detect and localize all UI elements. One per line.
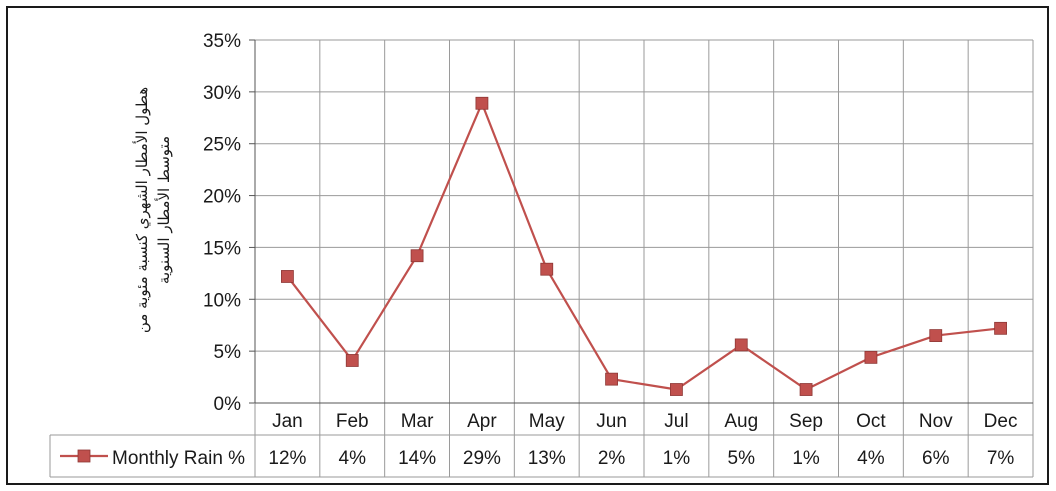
x-tick-label: Sep <box>789 411 823 432</box>
data-point <box>670 383 683 396</box>
table-value: 1% <box>792 448 820 469</box>
table-value: 29% <box>463 448 501 469</box>
legend-marker <box>77 449 91 463</box>
x-tick-label: Mar <box>401 411 434 432</box>
x-tick-label: May <box>529 411 565 432</box>
data-point <box>734 338 748 352</box>
data-point <box>281 270 294 283</box>
table-value: 14% <box>398 448 436 469</box>
x-tick-label: Aug <box>724 411 758 432</box>
y-tick-label: 10% <box>203 290 241 311</box>
x-tick-label: Apr <box>467 411 497 432</box>
table-value: 13% <box>528 448 566 469</box>
y-axis-title-line: هطول الأمطار الشهري كنسبة مئوية من <box>132 87 152 333</box>
table-value: 4% <box>857 448 885 469</box>
data-point <box>864 350 878 364</box>
data-point <box>994 321 1007 335</box>
data-point <box>929 329 943 342</box>
table-value: 12% <box>268 448 306 469</box>
data-point <box>605 372 618 386</box>
data-point <box>540 262 554 276</box>
table-value: 1% <box>663 448 691 469</box>
table-value: 7% <box>987 448 1015 469</box>
y-axis-title-line: متوسط الأمطار السنوية <box>154 136 173 284</box>
y-tick-label: 15% <box>203 238 241 259</box>
series-line <box>286 102 1001 391</box>
data-point <box>410 249 424 263</box>
table-value: 5% <box>728 448 756 469</box>
x-tick-label: Oct <box>856 411 886 432</box>
chart-frame <box>6 6 1049 485</box>
y-tick-label: 25% <box>203 135 241 156</box>
y-tick-label: 0% <box>214 394 242 415</box>
x-tick-label: Feb <box>336 411 369 432</box>
y-tick-label: 30% <box>203 83 241 104</box>
x-tick-label: Jan <box>272 411 303 432</box>
table-value: 4% <box>339 448 367 469</box>
table-value: 2% <box>598 448 626 469</box>
table-value: 6% <box>922 448 950 469</box>
y-axis-title: هطول الأمطار الشهري كنسبة مئوية من متوسط … <box>132 87 173 333</box>
data-point <box>345 354 359 367</box>
data-point <box>799 383 813 396</box>
y-tick-label: 5% <box>214 342 242 363</box>
legend-label: Monthly Rain % <box>112 448 245 469</box>
x-tick-label: Dec <box>984 411 1018 432</box>
y-tick-label: 35% <box>203 31 241 52</box>
data-point <box>475 96 489 110</box>
x-tick-label: Jun <box>596 411 627 432</box>
y-tick-label: 20% <box>203 187 241 208</box>
x-tick-label: Jul <box>664 411 688 432</box>
x-tick-label: Nov <box>919 411 953 432</box>
